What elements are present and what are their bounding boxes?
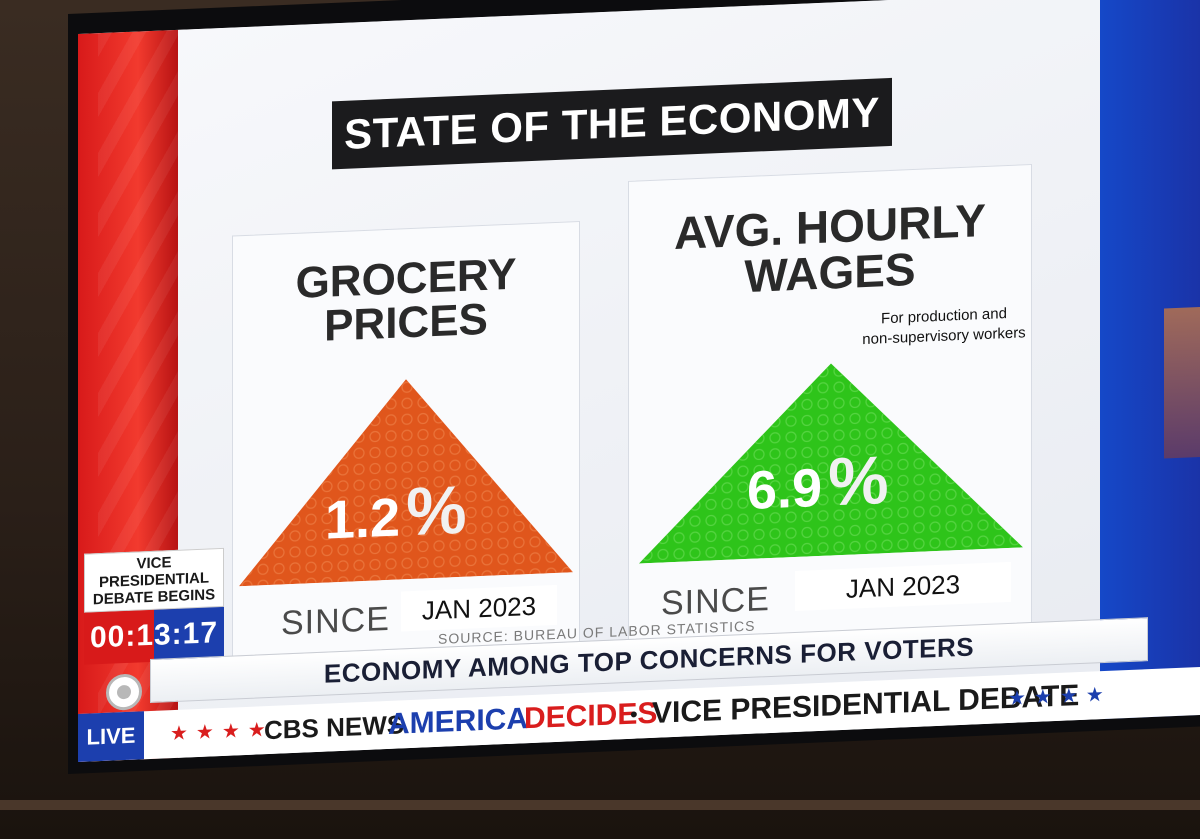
grocery-prices-card: GROCERY PRICES 1.2% SINCE JAN 2023 xyxy=(232,220,580,658)
percent-value: 6.9% xyxy=(747,441,889,525)
debate-countdown: VICE PRESIDENTIAL DEBATE BEGINS 00:13:17 xyxy=(84,547,224,665)
since-label: SINCE xyxy=(281,599,390,643)
up-arrow-triangle-icon xyxy=(639,363,1023,564)
card-title: GROCERY PRICES xyxy=(233,250,579,353)
percent-value: 1.2% xyxy=(325,471,467,555)
stars-left-icon: ★★★★ xyxy=(170,718,274,746)
shelf xyxy=(0,800,1200,810)
avg-hourly-wages-card: AVG. HOURLY WAGES For production and non… xyxy=(628,164,1032,643)
since-date: JAN 2023 xyxy=(795,561,1011,611)
cbs-news-logo: CBS NEWS xyxy=(264,709,405,746)
tv-screen: STATE OF THE ECONOMY GROCERY PRICES 1.2%… xyxy=(78,0,1200,763)
since-date: JAN 2023 xyxy=(401,584,557,632)
percent-sign: % xyxy=(406,471,467,551)
up-arrow-triangle-icon xyxy=(239,379,573,587)
candidate-photo xyxy=(1164,306,1200,459)
percent-number: 1.2 xyxy=(325,487,401,551)
countdown-label: VICE PRESIDENTIAL DEBATE BEGINS xyxy=(84,547,224,613)
stars-right-icon: ★★★★ xyxy=(1008,683,1112,711)
percent-number: 6.9 xyxy=(747,457,823,521)
ticker-separator: • xyxy=(630,701,638,727)
percent-sign: % xyxy=(828,442,889,521)
wages-footnote: For production and non-supervisory worke… xyxy=(849,303,1039,351)
live-badge: LIVE xyxy=(78,711,144,762)
blue-side-panel xyxy=(1100,0,1200,720)
show-name-america: AMERICA xyxy=(388,702,528,742)
countdown-label-line1: VICE PRESIDENTIAL xyxy=(98,554,209,592)
card-title: AVG. HOURLY WAGES xyxy=(629,194,1031,304)
